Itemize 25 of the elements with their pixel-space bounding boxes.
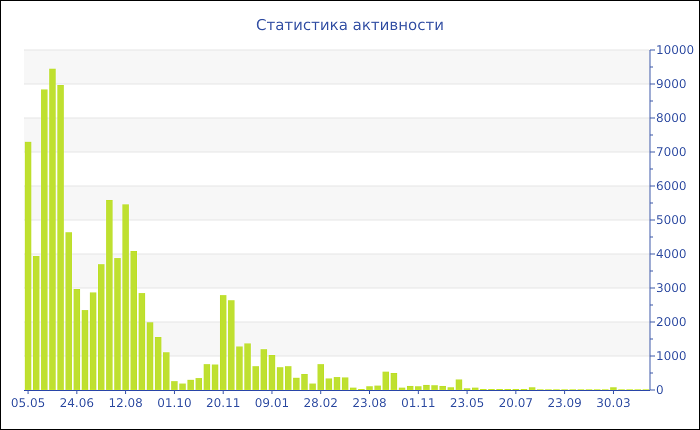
chart-title: Статистика активности bbox=[256, 16, 444, 34]
y-tick-label: 9000 bbox=[656, 77, 687, 92]
y-tick-label: 8000 bbox=[656, 111, 687, 126]
x-tick-label: 23.09 bbox=[547, 396, 582, 410]
y-tick-label: 10000 bbox=[656, 43, 694, 58]
x-tick-label: 24.06 bbox=[60, 396, 94, 410]
x-tick-label: 30.03 bbox=[596, 396, 631, 410]
x-tick-label: 01.10 bbox=[157, 396, 192, 410]
x-tick-label: 23.05 bbox=[450, 396, 484, 410]
y-tick-label: 2000 bbox=[656, 315, 687, 330]
x-tick-label: 20.07 bbox=[498, 396, 534, 410]
x-tick-label: 01.11 bbox=[401, 396, 436, 410]
x-tick-label: 23.08 bbox=[352, 396, 387, 410]
y-tick-label: 1000 bbox=[656, 349, 687, 364]
x-tick-label: 09.01 bbox=[254, 396, 290, 410]
x-tick-label: 05.05 bbox=[10, 396, 46, 410]
x-tick-label: 28.02 bbox=[304, 396, 338, 410]
y-tick-label: 7000 bbox=[656, 145, 687, 160]
y-tick-label: 5000 bbox=[656, 213, 687, 228]
y-tick-label: 3000 bbox=[656, 281, 687, 296]
y-tick-label: 4000 bbox=[656, 247, 687, 262]
y-tick-label: 0 bbox=[656, 383, 664, 398]
x-tick-label: 20.11 bbox=[206, 396, 240, 410]
x-tick-label: 12.08 bbox=[108, 396, 143, 410]
y-tick-label: 6000 bbox=[656, 179, 687, 194]
